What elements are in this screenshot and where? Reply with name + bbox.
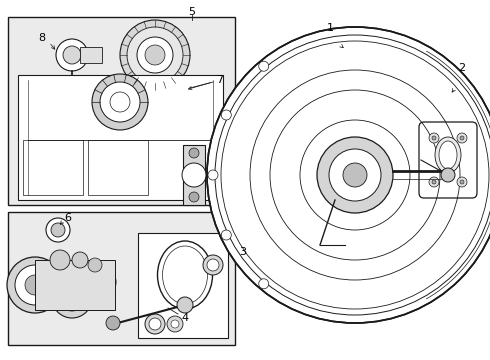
Circle shape	[460, 136, 464, 140]
Circle shape	[145, 314, 165, 334]
Circle shape	[182, 163, 206, 187]
Circle shape	[343, 163, 367, 187]
Ellipse shape	[439, 141, 457, 169]
Circle shape	[221, 110, 231, 120]
Circle shape	[259, 279, 269, 289]
Circle shape	[127, 27, 183, 83]
Circle shape	[90, 272, 110, 292]
Bar	[35, 260, 115, 310]
Text: 1: 1	[326, 23, 334, 33]
Circle shape	[46, 218, 70, 242]
Circle shape	[137, 37, 173, 73]
Circle shape	[145, 45, 165, 65]
Circle shape	[7, 257, 63, 313]
Circle shape	[72, 252, 88, 268]
Circle shape	[441, 168, 455, 182]
Bar	[8, 212, 235, 345]
Bar	[18, 75, 223, 200]
Circle shape	[432, 136, 436, 140]
Circle shape	[189, 192, 199, 202]
Text: 4: 4	[181, 313, 189, 323]
Circle shape	[207, 259, 219, 271]
Circle shape	[237, 162, 253, 178]
Circle shape	[429, 177, 439, 187]
Circle shape	[106, 316, 120, 330]
Circle shape	[432, 180, 436, 184]
Circle shape	[88, 258, 102, 272]
Circle shape	[56, 39, 88, 71]
Circle shape	[149, 318, 161, 330]
Circle shape	[15, 265, 55, 305]
Circle shape	[171, 320, 179, 328]
Circle shape	[100, 82, 140, 122]
Circle shape	[92, 74, 148, 130]
Text: 7: 7	[217, 75, 223, 85]
Circle shape	[457, 177, 467, 187]
Circle shape	[429, 133, 439, 143]
Circle shape	[50, 250, 70, 270]
Bar	[23, 140, 83, 195]
Circle shape	[208, 170, 218, 180]
Circle shape	[460, 180, 464, 184]
Text: 2: 2	[459, 63, 466, 73]
Text: 3: 3	[240, 247, 246, 257]
Bar	[8, 17, 235, 205]
FancyBboxPatch shape	[419, 122, 477, 198]
Circle shape	[59, 285, 85, 311]
Ellipse shape	[435, 137, 461, 173]
Circle shape	[84, 266, 116, 298]
Circle shape	[120, 20, 190, 90]
Text: 5: 5	[189, 7, 196, 17]
Circle shape	[207, 27, 490, 323]
Bar	[80, 47, 102, 63]
Bar	[138, 233, 228, 338]
Circle shape	[52, 278, 92, 318]
Circle shape	[317, 137, 393, 213]
Text: 8: 8	[38, 33, 46, 43]
Circle shape	[259, 61, 269, 71]
Circle shape	[203, 255, 223, 275]
Circle shape	[329, 149, 381, 201]
Bar	[88, 140, 148, 195]
Circle shape	[457, 133, 467, 143]
Text: 6: 6	[65, 213, 72, 223]
Circle shape	[51, 223, 65, 237]
Circle shape	[221, 230, 231, 240]
Circle shape	[25, 275, 45, 295]
Circle shape	[167, 316, 183, 332]
Circle shape	[63, 46, 81, 64]
Circle shape	[189, 148, 199, 158]
Circle shape	[177, 297, 193, 313]
Bar	[183, 145, 205, 205]
